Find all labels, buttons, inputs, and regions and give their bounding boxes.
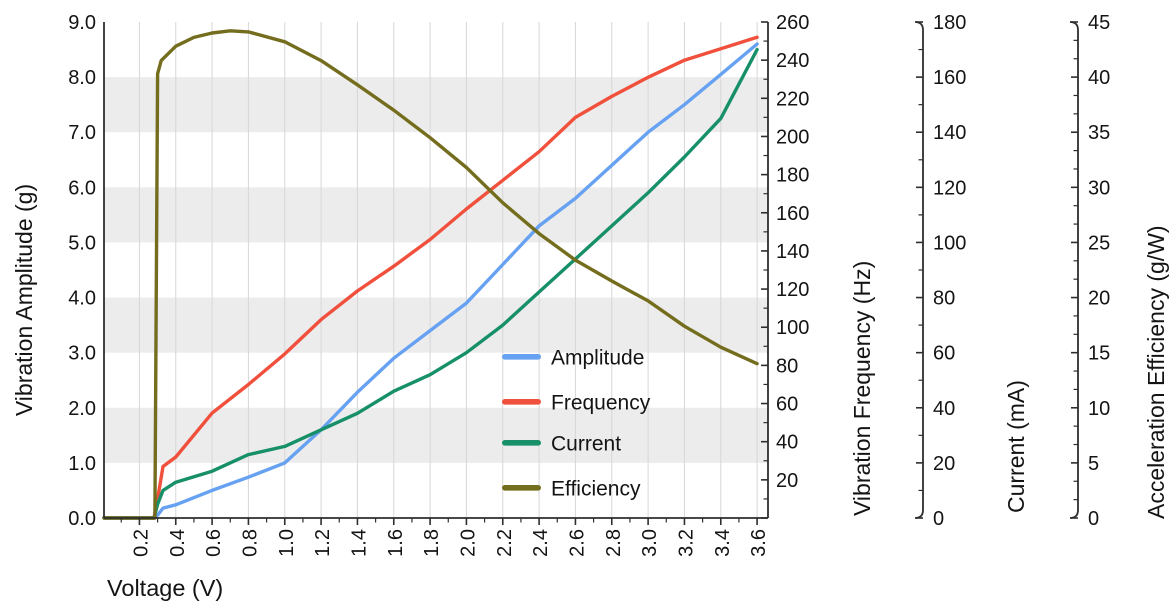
x-tick-label: 0.8	[239, 529, 261, 557]
efficiency-axis-tick-label: 40	[1088, 67, 1110, 89]
plot-bands	[104, 77, 768, 463]
left-tick-label: 3.0	[68, 343, 96, 365]
series-line-amplitude	[102, 42, 759, 520]
current-axis-tick-label: 120	[933, 177, 966, 199]
x-tick-label: 2.6	[566, 529, 588, 557]
left-tick-label: 7.0	[68, 122, 96, 144]
frequency-axis-tick-label: 140	[776, 241, 809, 263]
efficiency-axis-tick-label: 30	[1088, 177, 1110, 199]
legend-label: Current	[551, 432, 621, 455]
band	[104, 77, 768, 133]
series-line-efficiency	[102, 29, 759, 520]
x-axis: 0.2 0.4 0.6 0.8 1.0 1.2 1.4 1.6 1.8 2.0 2.2 2.4 2.6 2…	[107, 518, 770, 601]
x-tick-label: 1.6	[385, 529, 407, 557]
frequency-axis-tick-label: 40	[776, 432, 798, 454]
current-axis-tick-label: 60	[933, 343, 955, 365]
efficiency-axis-tick-label: 25	[1088, 232, 1110, 254]
efficiency-axis-tick-label: 45	[1088, 12, 1110, 34]
x-tick-label: 1.0	[276, 529, 298, 557]
left-tick-label: 9.0	[68, 12, 96, 34]
legend-item: Frequency	[502, 391, 651, 414]
current-axis-tick-label: 0	[933, 508, 944, 530]
frequency-axis-tick-label: 80	[776, 355, 798, 377]
legend-label: Frequency	[551, 391, 651, 414]
x-tick-label: 3.4	[712, 529, 734, 557]
x-tick-label: 2.0	[457, 529, 479, 557]
left-axis: 0.0 1.0 2.0 3.0 4.0 5.0 6.0 7.0 8.0 9.0 Vibration …	[11, 12, 96, 530]
frequency-axis-tick-label: 260	[776, 12, 809, 34]
frequency-axis-tick-label: 180	[776, 165, 809, 187]
efficiency-axis-tick-label: 15	[1088, 343, 1110, 365]
legend-swatch	[502, 485, 541, 491]
current-axis-tick-label: 100	[933, 232, 966, 254]
legend-item: Efficiency	[502, 477, 641, 500]
legend: Amplitude Frequency Current Efficiency	[502, 346, 651, 500]
series-line-frequency	[102, 35, 759, 520]
series-line-current	[102, 47, 759, 520]
efficiency-axis-tick-label: 0	[1088, 508, 1099, 530]
left-axis-title: Vibration Amplitude (g)	[11, 184, 37, 416]
current-axis: 0 20 40 60 80 100 120 140 160 180	[914, 12, 966, 530]
left-tick-label: 0.0	[68, 508, 96, 530]
frequency-axis-tick-label: 220	[776, 88, 809, 110]
frequency-axis: 20 40 60 80 100 120 140 160 180 200 220 240 260	[761, 12, 809, 519]
x-tick-label: 0.2	[130, 529, 152, 557]
current-axis-title: Current (mA)	[1003, 380, 1029, 513]
left-tick-label: 2.0	[68, 398, 96, 420]
gridlines	[138, 22, 758, 518]
x-tick-label: 3.0	[639, 529, 661, 557]
frequency-axis-title: Vibration Frequency (Hz)	[849, 261, 875, 516]
legend-label: Efficiency	[551, 477, 641, 500]
efficiency-axis-title: Acceleration Efficiency (g/W)	[1143, 225, 1169, 519]
legend-item: Amplitude	[502, 346, 644, 369]
efficiency-axis-tick-label: 35	[1088, 122, 1110, 144]
efficiency-axis-tick-label: 10	[1088, 398, 1110, 420]
x-axis-title: Voltage (V)	[107, 575, 223, 601]
left-tick-label: 6.0	[68, 177, 96, 199]
x-tick-label: 2.8	[603, 529, 625, 557]
legend-label: Amplitude	[551, 346, 644, 369]
x-tick-label: 1.2	[312, 529, 334, 557]
frequency-axis-tick-label: 120	[776, 279, 809, 301]
x-tick-label: 0.4	[167, 529, 189, 557]
series-lines	[102, 29, 759, 520]
current-axis-tick-label: 160	[933, 67, 966, 89]
legend-swatch	[502, 354, 541, 360]
legend-swatch	[502, 399, 541, 405]
current-axis-tick-label: 40	[933, 398, 955, 420]
efficiency-axis-tick-label: 20	[1088, 288, 1110, 310]
legend-item: Current	[502, 432, 621, 455]
current-axis-tick-label: 180	[933, 12, 966, 34]
efficiency-axis: 0 5 10 15 20 25 30 35 40 45	[1069, 12, 1110, 530]
left-tick-label: 5.0	[68, 232, 96, 254]
x-tick-label: 1.8	[421, 529, 443, 557]
frequency-axis-tick-label: 160	[776, 203, 809, 225]
x-tick-label: 2.4	[530, 529, 552, 557]
x-tick-label: 3.6	[748, 529, 770, 557]
left-tick-label: 8.0	[68, 67, 96, 89]
left-tick-label: 4.0	[68, 288, 96, 310]
x-tick-label: 2.2	[494, 529, 516, 557]
efficiency-axis-spine	[1069, 21, 1079, 519]
left-tick-label: 1.0	[68, 453, 96, 475]
frequency-axis-tick-label: 200	[776, 126, 809, 148]
band	[104, 407, 768, 463]
x-tick-label: 1.4	[348, 529, 370, 557]
frequency-axis-tick-label: 240	[776, 50, 809, 72]
current-axis-tick-label: 140	[933, 122, 966, 144]
legend-swatch	[502, 440, 541, 446]
x-tick-label: 3.2	[675, 529, 697, 557]
frequency-axis-tick-label: 20	[776, 470, 798, 492]
x-tick-label: 0.6	[203, 529, 225, 557]
frequency-axis-tick-label: 100	[776, 317, 809, 339]
current-axis-tick-label: 20	[933, 453, 955, 475]
efficiency-axis-tick-label: 5	[1088, 453, 1099, 475]
frequency-axis-tick-label: 60	[776, 394, 798, 416]
current-axis-tick-label: 80	[933, 288, 955, 310]
